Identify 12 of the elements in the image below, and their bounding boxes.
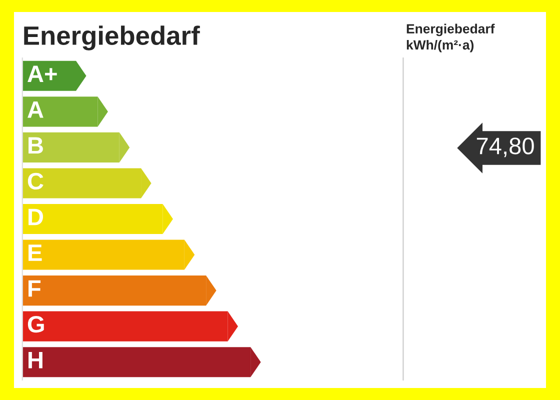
y-tick-label: C: [28, 172, 44, 190]
text: Energiebedarf kWh/(m²·a): [406, 24, 495, 52]
y-tick-label: D: [28, 208, 44, 226]
chart-title: Energiebedarf: [24, 26, 200, 50]
y-tick-label: G: [28, 316, 44, 333]
text: 74,80: [476, 138, 534, 158]
y-tick-label: F: [28, 280, 41, 297]
y-tick-label: A+: [28, 66, 57, 82]
y-tick-label: B: [28, 137, 43, 154]
y-tick-label: E: [28, 244, 42, 261]
y-tick-label: H: [28, 352, 42, 368]
y-tick-label: A: [28, 102, 44, 118]
